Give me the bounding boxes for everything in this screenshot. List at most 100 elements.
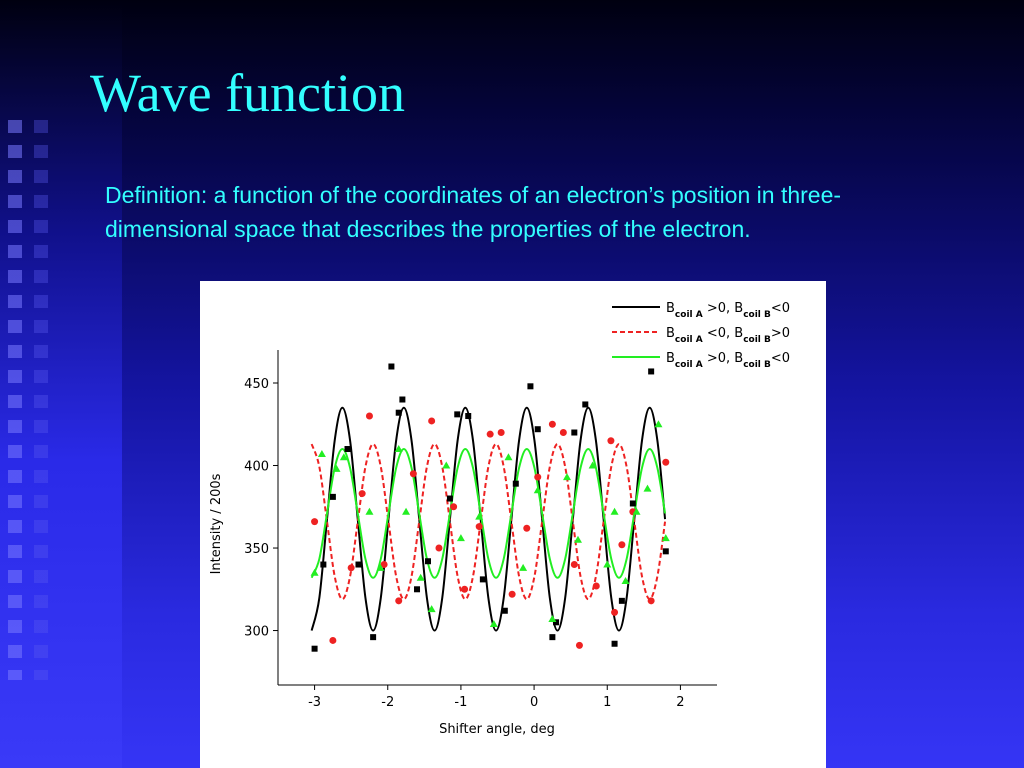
legend-label-part: B xyxy=(666,351,675,366)
point xyxy=(435,544,443,552)
legend-label: Bcoil A >0, Bcoil B<0 xyxy=(666,351,790,370)
x-tick-label: 2 xyxy=(676,695,684,710)
legend-label-part: <0 xyxy=(771,301,790,316)
legend-label: Bcoil A >0, Bcoil B<0 xyxy=(666,301,790,320)
x-tick-label: -3 xyxy=(308,695,321,710)
point xyxy=(523,524,531,532)
point xyxy=(454,411,461,418)
point xyxy=(380,561,388,569)
point xyxy=(339,453,348,461)
point xyxy=(508,590,516,598)
legend-label-part: coil B xyxy=(743,335,771,345)
point xyxy=(611,608,619,616)
point xyxy=(376,563,385,571)
point xyxy=(355,561,362,568)
point xyxy=(629,500,636,507)
point xyxy=(365,412,373,420)
point xyxy=(559,429,567,437)
slide-title: Wave function xyxy=(90,63,406,123)
point xyxy=(501,607,508,614)
point xyxy=(489,619,498,627)
legend-label: Bcoil A <0, Bcoil B>0 xyxy=(666,326,790,345)
point xyxy=(479,576,486,583)
point xyxy=(573,535,582,543)
point xyxy=(592,582,600,590)
point xyxy=(610,507,619,515)
point xyxy=(534,473,542,481)
point xyxy=(548,420,556,428)
point xyxy=(358,490,366,498)
legend-label-part: coil B xyxy=(743,360,771,370)
point xyxy=(475,523,483,531)
point xyxy=(399,396,406,403)
legend-label-part: B xyxy=(666,301,675,316)
point xyxy=(332,464,341,472)
point xyxy=(618,597,625,604)
legend-label-part: >0, B xyxy=(703,351,743,366)
point xyxy=(582,401,589,408)
point xyxy=(662,548,669,555)
point xyxy=(648,368,655,375)
point xyxy=(395,409,402,416)
point xyxy=(427,605,436,613)
point xyxy=(329,493,336,500)
point xyxy=(588,461,597,469)
chart: Intensity / 200s Shifter angle, deg 300 3… xyxy=(200,281,826,768)
curve xyxy=(310,406,667,632)
point xyxy=(527,383,534,390)
x-tick-label: 1 xyxy=(603,695,611,710)
point xyxy=(416,573,425,581)
point xyxy=(603,560,612,568)
point xyxy=(549,634,556,641)
point xyxy=(611,640,618,647)
legend-label-part: coil B xyxy=(743,310,771,320)
point xyxy=(618,541,626,549)
decor-squares xyxy=(34,120,48,680)
point xyxy=(643,484,652,492)
point xyxy=(450,503,458,511)
point xyxy=(456,534,465,542)
point xyxy=(654,420,663,428)
point xyxy=(388,363,395,370)
y-tick-label: 350 xyxy=(244,542,269,557)
point xyxy=(402,507,411,515)
decor-squares xyxy=(8,120,22,680)
y-tick-label: 450 xyxy=(244,377,269,392)
point xyxy=(446,495,453,502)
point xyxy=(311,518,319,526)
y-axis-label: Intensity / 200s xyxy=(209,473,224,574)
point xyxy=(465,413,472,420)
x-tick-label: -2 xyxy=(381,695,394,710)
point xyxy=(442,461,451,469)
curve xyxy=(310,448,667,579)
legend-label-part: <0, B xyxy=(703,326,743,341)
point xyxy=(414,586,421,593)
point xyxy=(534,426,541,433)
point xyxy=(329,636,337,644)
point xyxy=(370,634,377,641)
point xyxy=(621,577,630,585)
point xyxy=(395,597,403,605)
point xyxy=(647,597,655,605)
point xyxy=(310,568,319,576)
point xyxy=(661,534,670,542)
point xyxy=(461,585,469,593)
point xyxy=(607,437,615,445)
point xyxy=(475,512,484,520)
body-text: Definition: a function of the coordinate… xyxy=(105,182,842,242)
legend-label-part: coil A xyxy=(675,310,703,320)
point xyxy=(344,446,351,453)
x-tick-label: 0 xyxy=(530,695,538,710)
point xyxy=(563,473,572,481)
point xyxy=(548,614,557,622)
point xyxy=(497,429,505,437)
legend-label-part: B xyxy=(666,326,675,341)
point xyxy=(632,507,641,515)
point xyxy=(570,561,578,569)
curve xyxy=(310,443,667,601)
x-tick-label: -1 xyxy=(454,695,467,710)
point xyxy=(662,458,670,466)
point xyxy=(428,417,436,425)
y-tick-label: 300 xyxy=(244,625,269,640)
